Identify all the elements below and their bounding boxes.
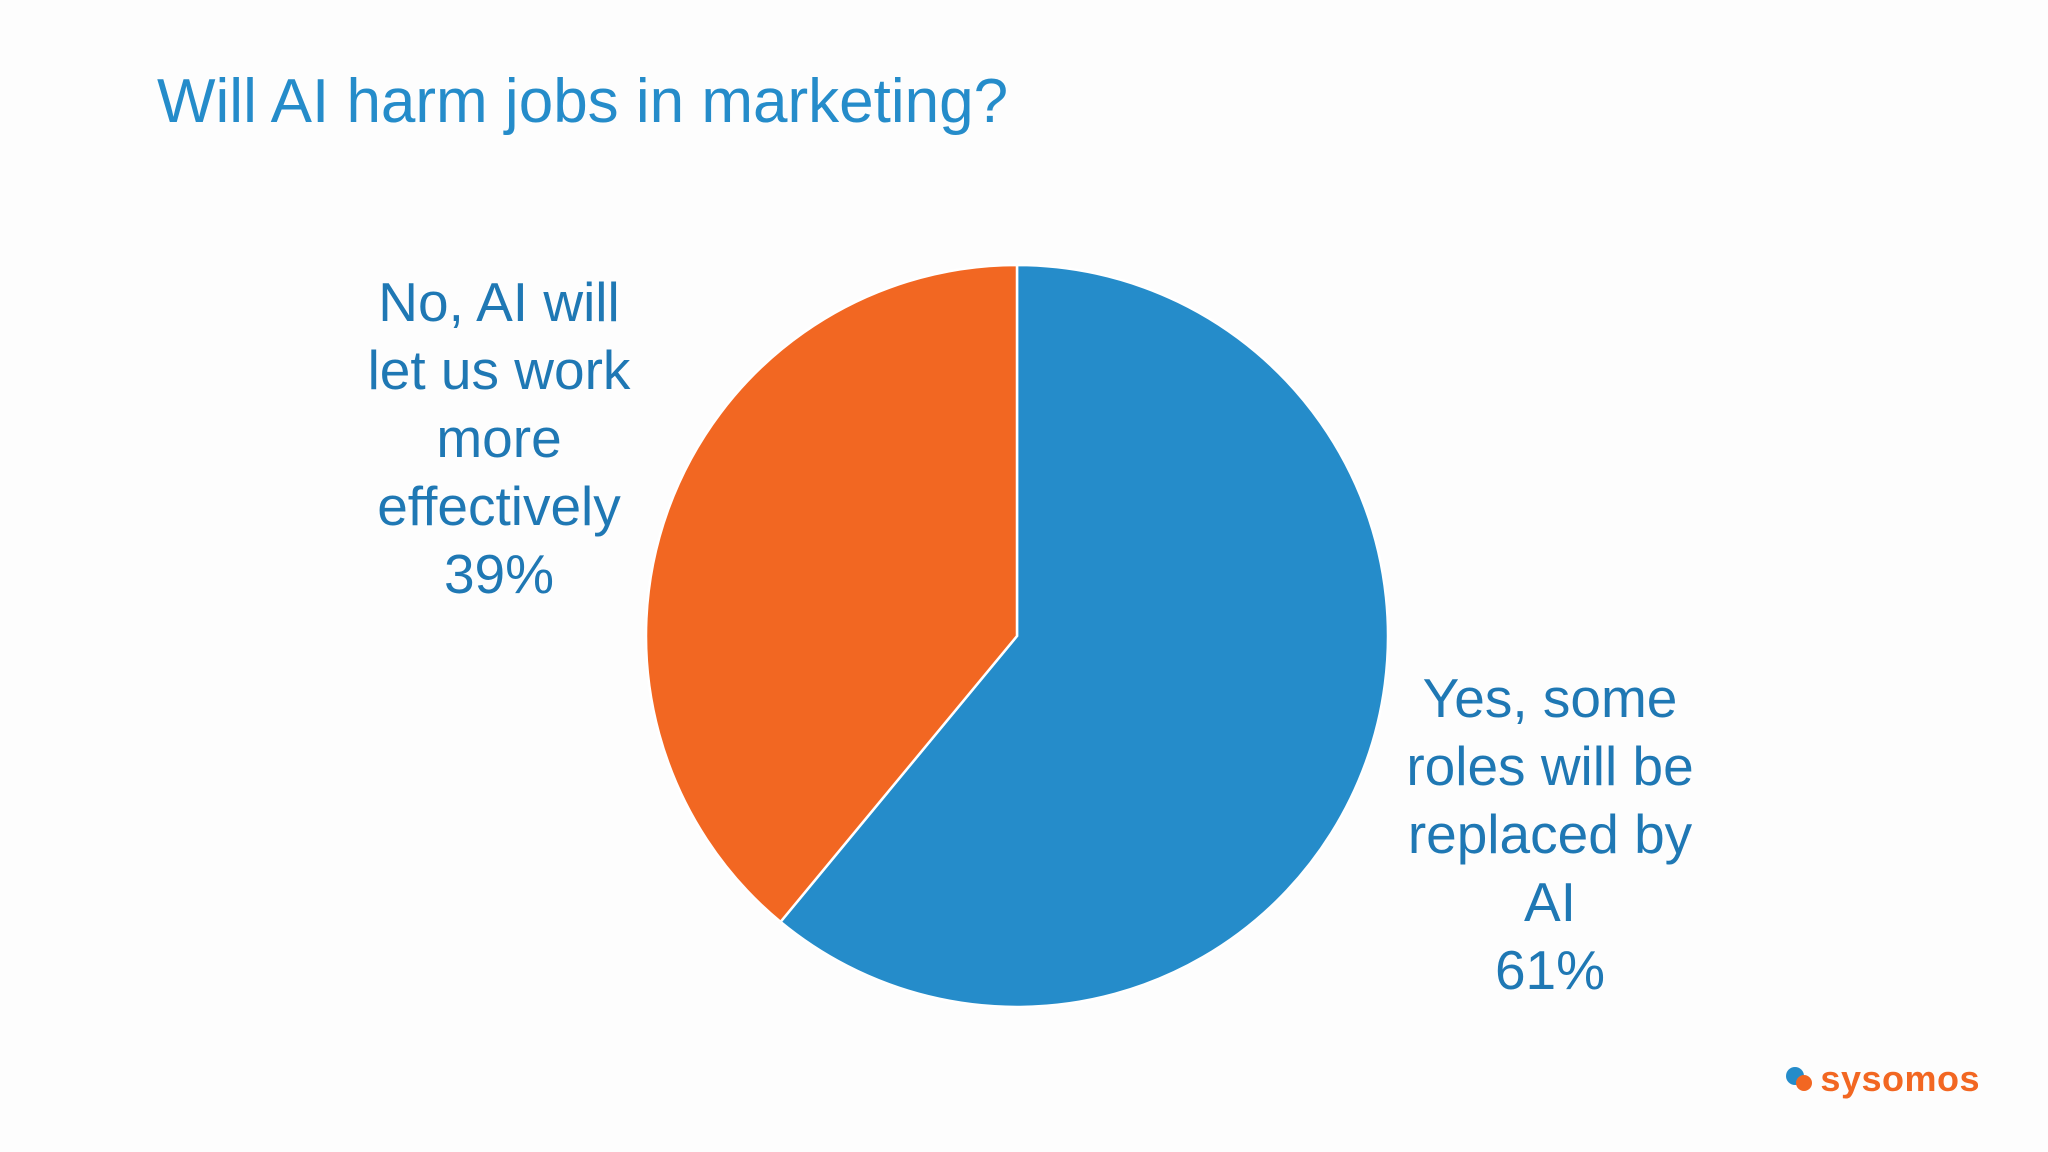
pie-slice <box>778 263 1390 1009</box>
logo: sysomos <box>1784 1058 1980 1100</box>
logo-icon <box>1786 1067 1813 1091</box>
slice-label: Yes, some roles will be replaced by AI 61… <box>1387 664 1713 1004</box>
value-label: 39% <box>443 543 555 605</box>
category-label: No, AI will let us work more effectively <box>367 271 631 537</box>
pie-slice <box>644 263 1019 924</box>
chart-title: Will AI harm jobs in marketing? <box>157 67 1009 136</box>
slice-label: No, AI will let us work more effectively… <box>346 268 652 608</box>
category-label: Yes, some roles will be replaced by AI <box>1406 667 1694 933</box>
logo-text: sysomos <box>1820 1058 1980 1099</box>
value-label: 61% <box>1494 939 1606 1001</box>
